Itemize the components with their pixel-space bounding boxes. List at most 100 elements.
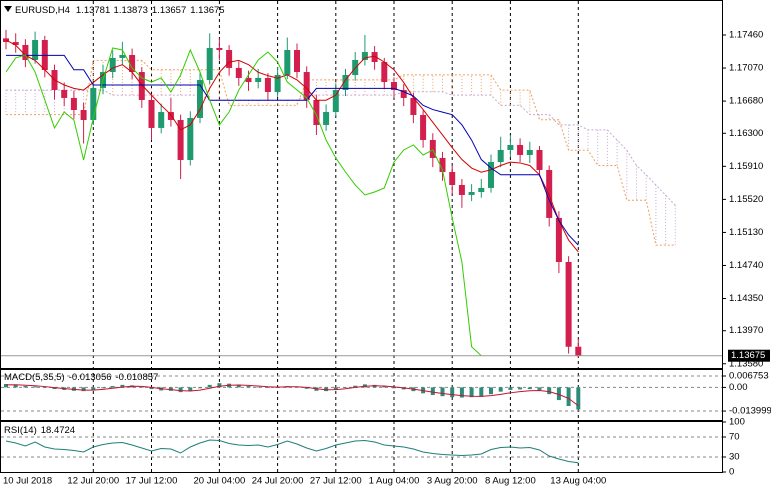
candle-body	[526, 149, 533, 155]
candle-body	[420, 114, 427, 140]
candle-body	[216, 47, 223, 50]
y-tick-label: 1.13580	[729, 358, 763, 369]
candle-body	[22, 44, 29, 60]
macd-bar	[217, 383, 222, 388]
x-tick-label: 17 Jul 12:00	[126, 476, 178, 487]
signal-line	[5, 384, 579, 407]
x-tick-label: 8 Aug 12:00	[485, 476, 536, 487]
macd-bar	[188, 387, 193, 392]
macd-bar	[304, 387, 309, 389]
y-tick-label: 1.14350	[729, 293, 763, 304]
x-tick-label: 27 Jul 12:00	[310, 476, 362, 487]
macd-value: -0.013056	[69, 372, 112, 383]
rsi-value: 18.4724	[41, 425, 75, 436]
symbol: EURUSD,H4	[15, 5, 70, 16]
macd-bar	[479, 387, 484, 397]
candle-body	[497, 149, 504, 163]
indicator-line	[5, 47, 482, 357]
candle-body	[468, 192, 475, 195]
rsi-header: RSI(14) 18.4724	[4, 425, 75, 436]
rsi-panel	[0, 421, 723, 473]
macd-bar	[343, 387, 348, 388]
candle-body	[177, 119, 184, 160]
macd-name: MACD(5,35,5)	[4, 372, 65, 383]
candle-body	[391, 82, 397, 90]
x-tick-label: 12 Jul 20:00	[67, 476, 119, 487]
candle-body	[255, 77, 262, 83]
macd-bar	[198, 387, 202, 389]
candle-body	[32, 39, 39, 60]
macd-bar	[236, 384, 241, 388]
candle-body	[284, 49, 291, 75]
candle-body	[400, 89, 407, 98]
macd-bar	[537, 387, 542, 390]
y-tick-label: 1.16300	[729, 128, 763, 139]
candle-body	[381, 62, 388, 83]
cloud-span	[6, 89, 676, 206]
candle-body	[129, 54, 136, 73]
candle-body	[371, 52, 378, 63]
candle-body	[148, 99, 155, 128]
candle-body	[197, 79, 203, 118]
candle-body	[555, 217, 562, 262]
y-tick-label: -0.013999	[729, 406, 771, 417]
macd-bar	[489, 387, 493, 395]
macd-bar	[4, 384, 8, 388]
macd-bar	[33, 386, 38, 388]
y-tick-label: 0.00	[729, 382, 748, 393]
macd-bar	[469, 387, 474, 398]
signal-value: -0.010857	[116, 372, 159, 383]
candle-body	[323, 112, 330, 125]
price-box	[728, 349, 770, 362]
x-tick-label: 24 Jul 20:00	[252, 476, 304, 487]
macd-bar	[527, 387, 532, 390]
macd-bar	[498, 387, 503, 392]
y-tick-label: 1.17460	[729, 30, 763, 41]
candle-body	[536, 149, 543, 170]
price-box-label: 1.13675	[731, 350, 765, 361]
x-tick-label: 10 Jul 2018	[3, 476, 52, 487]
menu-triangle[interactable]	[4, 6, 12, 12]
candle-body	[167, 112, 174, 120]
macd-bar	[518, 387, 523, 390]
macd-bar	[566, 387, 571, 406]
rsi-line	[5, 439, 579, 464]
macd-bar	[353, 385, 358, 388]
candle-body	[361, 52, 368, 60]
y-tick-label: 1.13970	[729, 325, 763, 336]
close-value: 1.13675	[190, 5, 224, 16]
candle-body	[235, 67, 242, 78]
macd-bar	[42, 387, 47, 388]
y-tick-label: 1.15130	[729, 227, 763, 238]
macd-bar	[178, 387, 183, 393]
x-tick-label: 13 Aug 04:00	[550, 476, 606, 487]
candle-body	[342, 74, 349, 90]
macd-bar	[459, 387, 464, 398]
main-panel	[0, 0, 723, 369]
macd-bar	[13, 384, 18, 388]
candle-body	[458, 184, 465, 195]
macd-bar	[81, 387, 86, 392]
candle-body	[109, 57, 116, 73]
y-tick-label: 100	[729, 417, 745, 428]
open-value: 1.13781	[76, 5, 110, 16]
candle-body	[507, 144, 514, 150]
x-tick-label: 3 Aug 20:00	[427, 476, 478, 487]
candle-body	[294, 49, 300, 73]
macd-bar	[392, 387, 396, 389]
candle-body	[158, 112, 165, 128]
candle-body	[80, 109, 87, 120]
macd-bar	[401, 387, 406, 390]
candle-body	[61, 89, 68, 98]
macd-header: MACD(5,35,5) -0.013056 -0.010857	[4, 372, 158, 383]
candle-body	[274, 74, 281, 93]
macd-bar	[52, 387, 57, 390]
macd-bar	[120, 384, 125, 388]
candle-body	[138, 72, 145, 100]
macd-bar	[91, 387, 96, 390]
y-tick-label: 1.16680	[729, 96, 763, 107]
macd-bar	[508, 387, 513, 390]
candle-body	[313, 99, 320, 125]
